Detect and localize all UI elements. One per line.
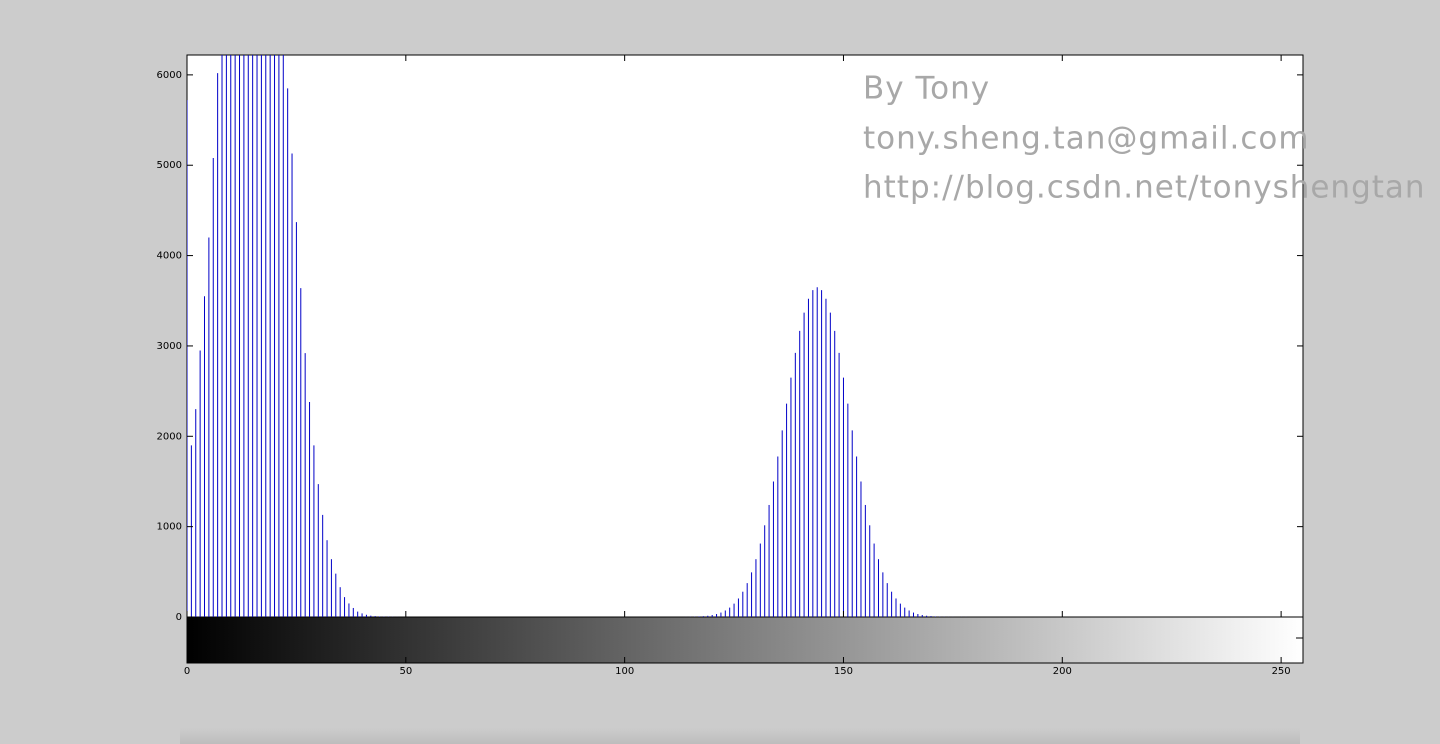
x-tick-label: 0 (184, 666, 190, 677)
x-tick-label: 150 (834, 666, 853, 677)
watermark: http://blog.csdn.net/tonyshengtan (863, 170, 1426, 206)
window-shadow (180, 728, 1300, 744)
x-tick-label: 50 (399, 666, 412, 677)
ticks: 0 1000 2000 3000 4000 5000 6000 0 50 100 150 200 250 (157, 55, 1303, 677)
x-tick-label: 200 (1053, 666, 1072, 677)
y-tick-label: 4000 (157, 251, 182, 262)
y-tick-label: 0 (176, 612, 182, 623)
y-tick-label: 2000 (157, 431, 182, 442)
x-tick-label: 250 (1272, 666, 1291, 677)
x-tick-label: 100 (615, 666, 634, 677)
watermark: tony.sheng.tan@gmail.com (863, 121, 1310, 157)
y-tick-label: 5000 (157, 160, 182, 171)
watermark: By Tony (863, 71, 990, 107)
y-tick-label: 3000 (157, 341, 182, 352)
y-tick-label: 6000 (157, 70, 182, 81)
stems (187, 55, 967, 617)
plot-area (186, 54, 1304, 618)
y-tick-label: 1000 (157, 522, 182, 533)
colorbar (186, 616, 1304, 664)
